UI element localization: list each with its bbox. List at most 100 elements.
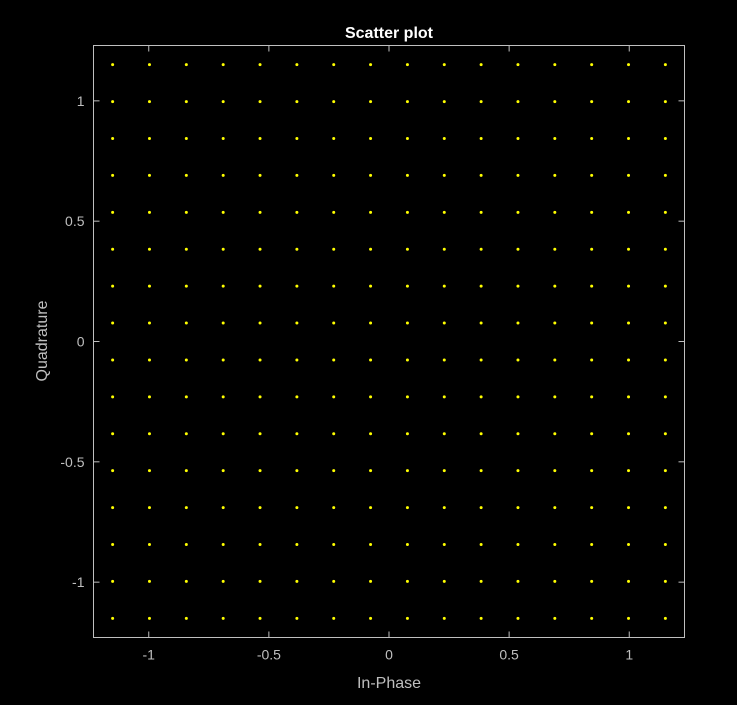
scatter-point (111, 321, 115, 325)
scatter-point (369, 136, 373, 140)
scatter-point (516, 210, 520, 214)
scatter-point (663, 321, 667, 325)
scatter-point (405, 543, 409, 547)
scatter-point (442, 100, 446, 104)
scatter-point (553, 358, 557, 362)
scatter-point (295, 616, 299, 620)
scatter-point (258, 210, 262, 214)
scatter-point (221, 321, 225, 325)
scatter-point (590, 579, 594, 583)
scatter-point (663, 63, 667, 67)
scatter-point (184, 247, 188, 251)
scatter-point (627, 247, 631, 251)
x-axis-label: In-Phase (357, 675, 421, 692)
scatter-point (111, 579, 115, 583)
y-tick-label: -0.5 (60, 454, 84, 470)
scatter-point (221, 173, 225, 177)
scatter-point (369, 210, 373, 214)
x-tick-label: -1 (143, 647, 156, 663)
scatter-point (590, 469, 594, 473)
scatter-point (516, 616, 520, 620)
scatter-point (147, 173, 151, 177)
scatter-point (590, 173, 594, 177)
scatter-point (590, 616, 594, 620)
y-tick-label: 0.5 (65, 213, 85, 229)
scatter-point (111, 100, 115, 104)
scatter-point (553, 63, 557, 67)
scatter-point (590, 358, 594, 362)
scatter-point (479, 63, 483, 67)
scatter-point (405, 432, 409, 436)
scatter-point (479, 136, 483, 140)
scatter-point (111, 616, 115, 620)
scatter-point (258, 543, 262, 547)
scatter-point (627, 136, 631, 140)
scatter-point (405, 395, 409, 399)
scatter-point (442, 432, 446, 436)
scatter-point (147, 321, 151, 325)
scatter-point (295, 284, 299, 288)
scatter-point (590, 284, 594, 288)
scatter-point (332, 321, 336, 325)
scatter-point (442, 543, 446, 547)
scatter-point (332, 579, 336, 583)
scatter-point (553, 579, 557, 583)
scatter-point (627, 543, 631, 547)
scatter-point (184, 63, 188, 67)
y-tick-label: 1 (77, 93, 85, 109)
scatter-point (184, 506, 188, 510)
x-tick-label: 0.5 (499, 647, 519, 663)
scatter-point (258, 136, 262, 140)
scatter-point (369, 616, 373, 620)
scatter-point (332, 173, 336, 177)
y-axis-label: Quadrature (34, 300, 51, 381)
scatter-point (553, 284, 557, 288)
scatter-point (295, 100, 299, 104)
scatter-point (663, 284, 667, 288)
scatter-point (221, 616, 225, 620)
scatter-point (516, 100, 520, 104)
scatter-point (442, 284, 446, 288)
scatter-point (479, 543, 483, 547)
scatter-point (590, 395, 594, 399)
scatter-point (405, 210, 409, 214)
scatter-point (405, 100, 409, 104)
scatter-point (627, 506, 631, 510)
scatter-point (258, 63, 262, 67)
scatter-point (184, 579, 188, 583)
scatter-point (369, 358, 373, 362)
scatter-point (369, 63, 373, 67)
scatter-point (221, 210, 225, 214)
scatter-point (184, 173, 188, 177)
scatter-point (553, 173, 557, 177)
scatter-point (111, 63, 115, 67)
scatter-point (627, 210, 631, 214)
scatter-point (147, 100, 151, 104)
scatter-point (479, 247, 483, 251)
scatter-point (258, 395, 262, 399)
scatter-point (184, 395, 188, 399)
scatter-point (111, 284, 115, 288)
scatter-point (221, 284, 225, 288)
scatter-point (553, 616, 557, 620)
scatter-point (516, 469, 520, 473)
scatter-point (147, 543, 151, 547)
scatter-point (369, 100, 373, 104)
scatter-point (479, 395, 483, 399)
scatter-point (442, 358, 446, 362)
points-layer (111, 63, 667, 620)
scatter-point (184, 321, 188, 325)
scatter-point (553, 395, 557, 399)
scatter-point (111, 173, 115, 177)
scatter-point (332, 469, 336, 473)
scatter-point (663, 136, 667, 140)
scatter-point (663, 100, 667, 104)
scatter-point (516, 395, 520, 399)
scatter-point (147, 432, 151, 436)
scatter-point (627, 616, 631, 620)
scatter-point (442, 173, 446, 177)
scatter-point (221, 100, 225, 104)
scatter-point (332, 506, 336, 510)
scatter-point (663, 543, 667, 547)
scatter-point (221, 358, 225, 362)
